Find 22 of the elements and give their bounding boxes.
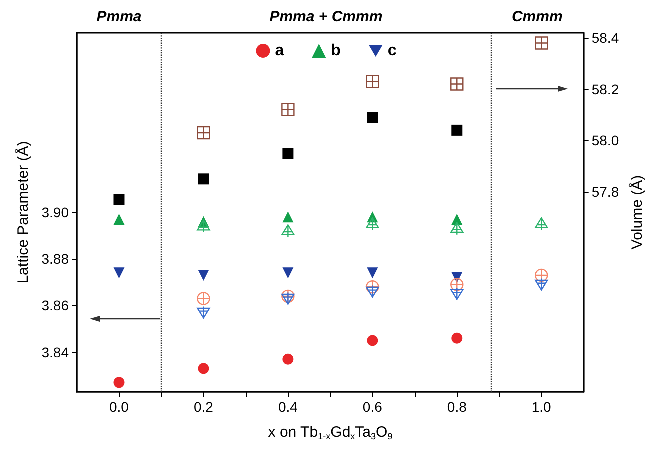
text: Pmma + Cmmm bbox=[270, 8, 383, 26]
text: Pmma bbox=[96, 8, 142, 26]
text: Cmmm bbox=[512, 8, 563, 26]
y2-tick-label: 57.8 bbox=[592, 184, 620, 200]
y2-tick-label: 58.0 bbox=[592, 132, 620, 149]
legend-label: c bbox=[388, 42, 397, 60]
y-tick-label: 3.86 bbox=[42, 298, 70, 314]
y-axis-title: Lattice Parameter (Å) bbox=[14, 141, 32, 284]
x-tick-label: 0.6 bbox=[362, 399, 383, 415]
x-tick-label: 0.4 bbox=[278, 399, 298, 415]
legend-label: a bbox=[275, 42, 284, 60]
y2-tick-label: 58.4 bbox=[592, 30, 620, 46]
y2-tick-label: 58.2 bbox=[592, 81, 620, 98]
x-tick-label: 1.0 bbox=[532, 399, 552, 415]
y-tick-label: 3.84 bbox=[42, 344, 70, 360]
y-tick-label: 3.90 bbox=[42, 204, 70, 220]
legend-label: b bbox=[331, 42, 342, 60]
y-tick-label: 3.88 bbox=[42, 251, 70, 268]
x-tick-label: 0.8 bbox=[447, 399, 468, 415]
y2-axis-title: Volume (Å) bbox=[628, 175, 646, 250]
x-tick-label: 0.0 bbox=[110, 399, 130, 415]
x-tick-label: 0.2 bbox=[194, 399, 214, 415]
